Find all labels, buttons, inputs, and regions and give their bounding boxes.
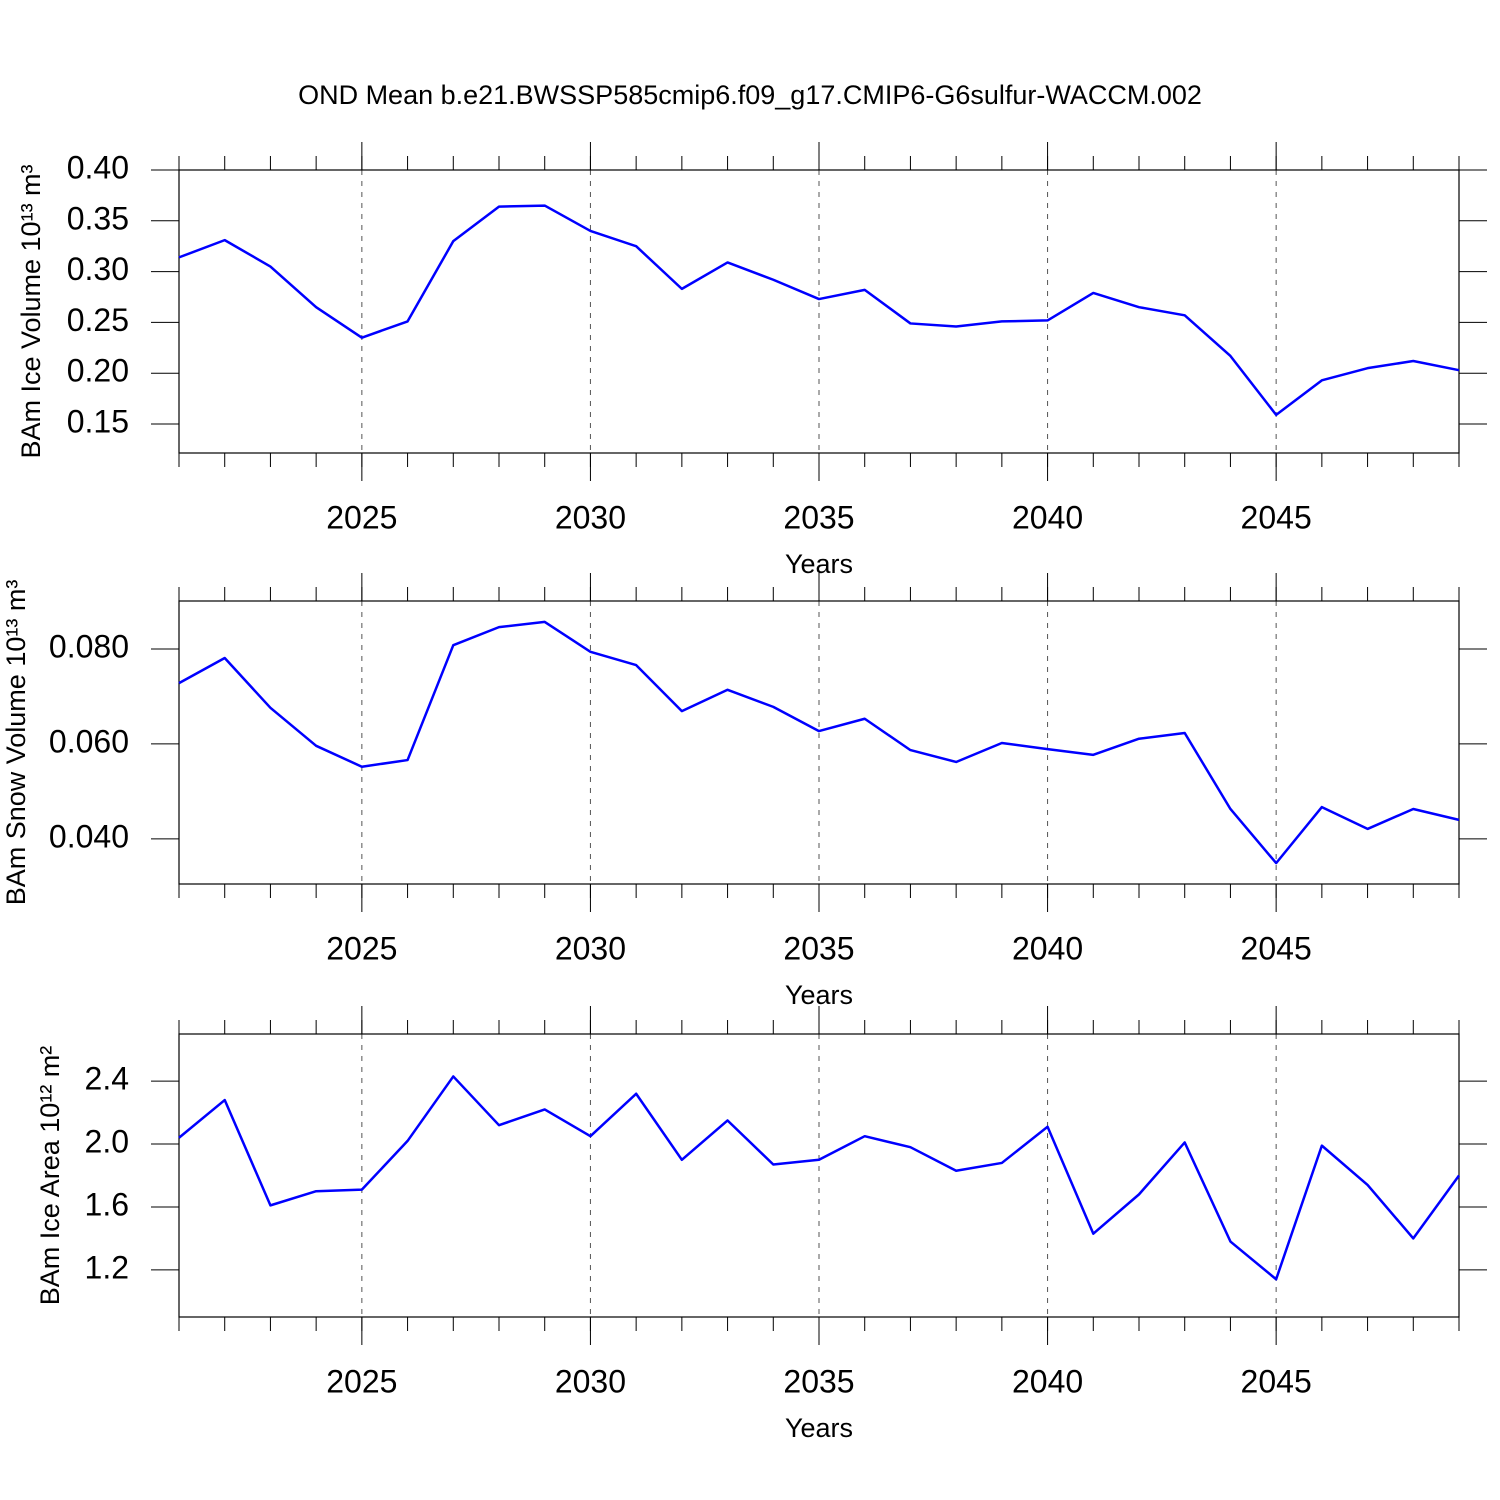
x-tick-label: 2045: [1241, 499, 1312, 535]
y-tick-label: 1.6: [85, 1186, 129, 1222]
x-tick-label: 2030: [555, 930, 626, 966]
data-line: [178, 204, 1460, 417]
y-tick-label: 0.20: [67, 353, 129, 389]
y-axis-label: BAm Ice Area 10¹² m²: [35, 1046, 65, 1306]
y-tick-label: 0.080: [49, 628, 129, 664]
plot-frame: [178, 169, 1460, 454]
x-tick-label: 2035: [783, 1363, 854, 1399]
data-line: [178, 620, 1460, 865]
x-tick-label: 2025: [326, 930, 397, 966]
data-line: [178, 1075, 1461, 1281]
y-tick-label: 0.35: [67, 200, 129, 236]
y-tick-label: 0.30: [67, 251, 129, 287]
x-tick-label: 2035: [783, 930, 854, 966]
y-tick-label: 2.0: [85, 1124, 129, 1160]
x-tick-label: 2030: [555, 499, 626, 535]
plot-frame: [178, 1033, 1460, 1318]
x-tick-label: 2040: [1012, 1363, 1083, 1399]
y-tick-label: 2.4: [85, 1061, 129, 1097]
figure-title: OND Mean b.e21.BWSSP585cmip6.f09_g17.CMI…: [298, 80, 1202, 110]
y-tick-label: 0.060: [49, 723, 129, 759]
y-tick-label: 0.15: [67, 403, 129, 439]
x-axis-label: Years: [785, 980, 853, 1010]
y-axis-label: BAm Ice Volume 10¹³ m³: [16, 164, 46, 458]
x-tick-label: 2040: [1012, 930, 1083, 966]
plot-frame: [178, 600, 1460, 885]
x-tick-label: 2045: [1241, 1363, 1312, 1399]
y-tick-label: 0.040: [49, 818, 129, 854]
y-tick-label: 0.25: [67, 302, 129, 338]
y-axis-label: BAm Snow Volume 10¹³ m³: [1, 580, 31, 906]
x-tick-label: 2045: [1241, 930, 1312, 966]
y-tick-label: 0.40: [67, 149, 129, 185]
x-tick-label: 2040: [1012, 499, 1083, 535]
x-tick-label: 2030: [555, 1363, 626, 1399]
x-tick-label: 2025: [326, 499, 397, 535]
x-tick-label: 2025: [326, 1363, 397, 1399]
y-tick-label: 1.2: [85, 1249, 129, 1285]
x-tick-label: 2035: [783, 499, 854, 535]
x-axis-label: Years: [785, 1413, 853, 1443]
